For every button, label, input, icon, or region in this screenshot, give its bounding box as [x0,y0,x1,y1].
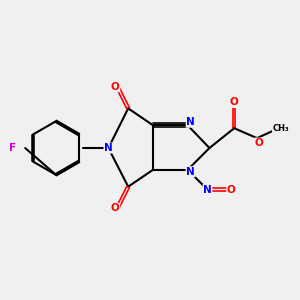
Text: N: N [104,143,113,153]
Text: N: N [203,184,212,195]
Text: O: O [227,184,236,195]
Text: O: O [111,203,120,214]
Text: F: F [9,143,16,153]
Text: O: O [230,98,239,107]
Text: CH₃: CH₃ [272,124,289,133]
Text: N: N [186,167,195,177]
Text: N: N [186,117,195,127]
Text: O: O [111,82,120,92]
Text: O: O [255,138,263,148]
